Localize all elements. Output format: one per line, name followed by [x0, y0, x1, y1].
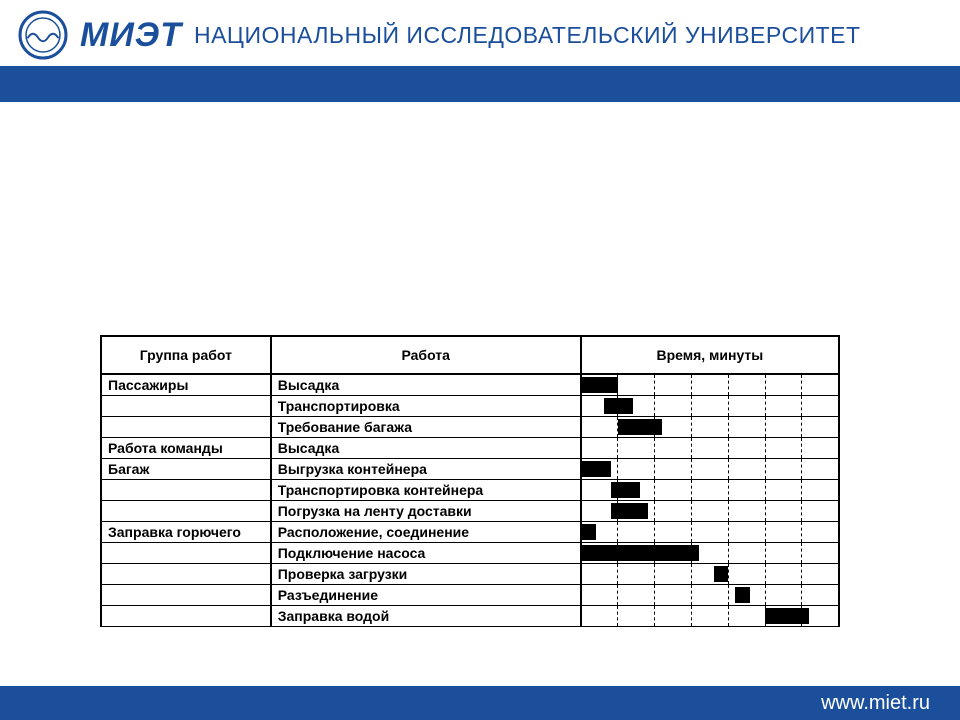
table-row: Транспортировка контейнера: [101, 480, 839, 501]
table-row: Погрузка на ленту доставки: [101, 501, 839, 522]
group-cell: [101, 543, 271, 564]
time-cell: [581, 522, 839, 543]
time-grid: [582, 522, 838, 542]
gantt-container: Группа работ Работа Время, минуты Пассаж…: [100, 335, 840, 627]
task-cell: Подключение насоса: [271, 543, 581, 564]
table-header-row: Группа работ Работа Время, минуты: [101, 336, 839, 374]
time-grid: [582, 438, 838, 458]
gantt-bar: [765, 608, 809, 624]
time-cell: [581, 543, 839, 564]
table-row: Работа командыВысадка: [101, 438, 839, 459]
time-cell: [581, 606, 839, 627]
brand-subtitle: НАЦИОНАЛЬНЫЙ ИССЛЕДОВАТЕЛЬСКИЙ УНИВЕРСИТ…: [194, 22, 861, 49]
header: МИЭТ НАЦИОНАЛЬНЫЙ ИССЛЕДОВАТЕЛЬСКИЙ УНИВ…: [0, 0, 960, 66]
gantt-bar: [611, 503, 648, 519]
time-cell: [581, 585, 839, 606]
table-row: Разъединение: [101, 585, 839, 606]
table-row: Проверка загрузки: [101, 564, 839, 585]
group-cell: [101, 564, 271, 585]
gantt-bar: [714, 566, 729, 582]
task-cell: Высадка: [271, 438, 581, 459]
table-row: Заправка водой: [101, 606, 839, 627]
task-cell: Требование багажа: [271, 417, 581, 438]
time-cell: [581, 374, 839, 396]
group-cell: [101, 585, 271, 606]
group-cell: Багаж: [101, 459, 271, 480]
gantt-bar: [735, 587, 750, 603]
brand-name: МИЭТ: [80, 16, 182, 55]
task-cell: Проверка загрузки: [271, 564, 581, 585]
miet-logo-icon: [18, 10, 68, 60]
time-cell: [581, 396, 839, 417]
gantt-bar: [611, 482, 640, 498]
time-grid: [582, 564, 838, 584]
task-cell: Транспортировка: [271, 396, 581, 417]
group-cell: [101, 480, 271, 501]
col-header-task: Работа: [271, 336, 581, 374]
header-accent-bar: [0, 66, 960, 102]
footer-bar: www.miet.ru: [0, 686, 960, 720]
task-cell: Выгрузка контейнера: [271, 459, 581, 480]
gantt-bar: [582, 524, 597, 540]
table-row: ПассажирыВысадка: [101, 374, 839, 396]
footer-url: www.miet.ru: [821, 692, 930, 715]
time-cell: [581, 417, 839, 438]
time-grid: [582, 585, 838, 605]
task-cell: Погрузка на ленту доставки: [271, 501, 581, 522]
time-grid: [582, 375, 838, 395]
time-cell: [581, 501, 839, 522]
table-row: Требование багажа: [101, 417, 839, 438]
gantt-bar: [618, 419, 662, 435]
group-cell: Работа команды: [101, 438, 271, 459]
group-cell: [101, 501, 271, 522]
gantt-bar: [582, 545, 699, 561]
col-header-time: Время, минуты: [581, 336, 839, 374]
group-cell: [101, 396, 271, 417]
gantt-bar: [604, 398, 633, 414]
table-row: БагажВыгрузка контейнера: [101, 459, 839, 480]
time-cell: [581, 459, 839, 480]
time-grid: [582, 459, 838, 479]
time-cell: [581, 480, 839, 501]
group-cell: Пассажиры: [101, 374, 271, 396]
group-cell: [101, 606, 271, 627]
gantt-table: Группа работ Работа Время, минуты Пассаж…: [100, 335, 840, 627]
group-cell: Заправка горючего: [101, 522, 271, 543]
time-cell: [581, 438, 839, 459]
table-row: Подключение насоса: [101, 543, 839, 564]
task-cell: Высадка: [271, 374, 581, 396]
task-cell: Заправка водой: [271, 606, 581, 627]
col-header-group: Группа работ: [101, 336, 271, 374]
task-cell: Разъединение: [271, 585, 581, 606]
table-row: Транспортировка: [101, 396, 839, 417]
group-cell: [101, 417, 271, 438]
table-row: Заправка горючегоРасположение, соединени…: [101, 522, 839, 543]
time-cell: [581, 564, 839, 585]
task-cell: Расположение, соединение: [271, 522, 581, 543]
gantt-bar: [582, 377, 619, 393]
gantt-bar: [582, 461, 611, 477]
task-cell: Транспортировка контейнера: [271, 480, 581, 501]
